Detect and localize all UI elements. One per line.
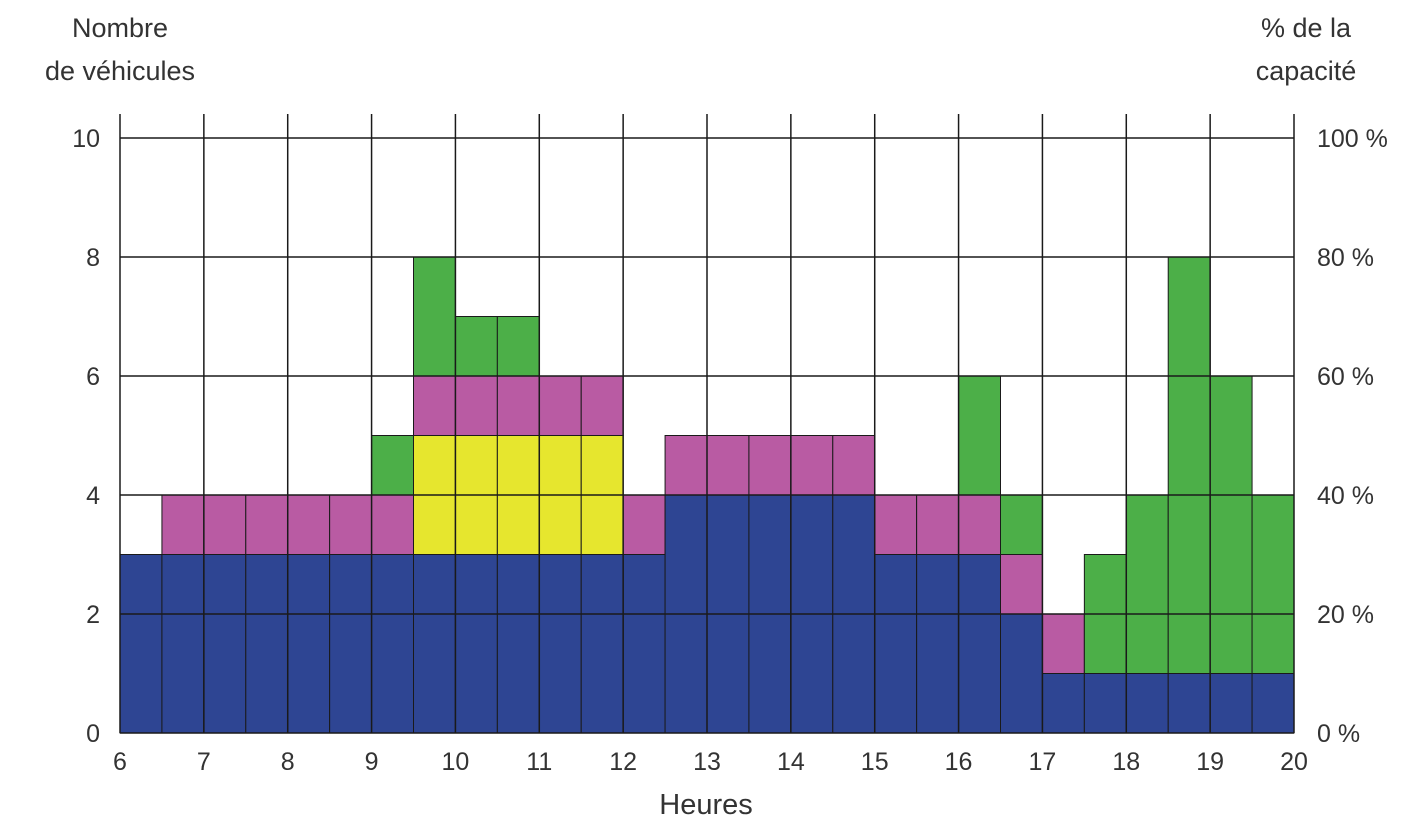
bar-segment-s3-b25 bbox=[1167, 256, 1211, 674]
bar-segment-s0-b11 bbox=[580, 554, 624, 734]
bar-segment-s2-b13 bbox=[664, 435, 708, 496]
x-tick-label-15: 15 bbox=[861, 748, 889, 776]
x-tick-label-6: 6 bbox=[113, 748, 127, 776]
x-tick-label-7: 7 bbox=[197, 748, 211, 776]
bar-segment-s2-b9 bbox=[496, 375, 540, 436]
bar-segment-s2-b17 bbox=[832, 435, 876, 496]
bar-segment-s2-b10 bbox=[538, 375, 582, 436]
bar-segment-s0-b4 bbox=[287, 554, 331, 734]
left-axis-title-line1: Nombre bbox=[72, 13, 168, 43]
bar-segment-s0-b18 bbox=[874, 554, 918, 734]
bar-segment-s2-b11 bbox=[580, 375, 624, 436]
bar-segment-s3-b6 bbox=[371, 435, 415, 496]
bar-segment-s3-b27 bbox=[1251, 494, 1295, 674]
x-tick-label-17: 17 bbox=[1029, 748, 1057, 776]
y-tick-label-4: 4 bbox=[86, 482, 100, 510]
bar-segment-s2-b20 bbox=[958, 494, 1001, 555]
y-tick-label-10: 10 bbox=[72, 125, 100, 153]
x-tick-label-19: 19 bbox=[1196, 748, 1224, 776]
x-tick-label-10: 10 bbox=[442, 748, 470, 776]
bar-segment-s0-b10 bbox=[538, 554, 582, 734]
bar-segment-s2-b4 bbox=[287, 494, 331, 555]
y-tick-label-0: 0 bbox=[86, 720, 100, 748]
y-tick-label-6: 6 bbox=[86, 363, 100, 391]
left-axis-title-line2: de véhicules bbox=[45, 56, 195, 86]
bar-segment-s2-b18 bbox=[874, 494, 918, 555]
bar-segment-s2-b16 bbox=[790, 435, 834, 496]
bar-segment-s2-b21 bbox=[1000, 554, 1043, 615]
x-tick-label-12: 12 bbox=[609, 748, 637, 776]
bar-segment-s0-b27 bbox=[1251, 673, 1295, 734]
bar-segment-s0-b2 bbox=[203, 554, 247, 734]
grid-layer bbox=[119, 114, 1295, 734]
right-tick-label-0: 0 % bbox=[1317, 720, 1360, 748]
bar-segment-s2-b22 bbox=[1041, 613, 1085, 674]
y-tick-label-8: 8 bbox=[86, 244, 100, 272]
bar-segment-s3-b24 bbox=[1125, 494, 1169, 674]
bar-segment-s2-b7 bbox=[413, 375, 456, 436]
bar-segment-s3-b7 bbox=[413, 256, 456, 377]
right-tick-label-4: 80 % bbox=[1317, 244, 1374, 272]
bar-segment-s2-b1 bbox=[161, 494, 205, 555]
bar-segment-s2-b8 bbox=[454, 375, 498, 436]
bar-segment-s2-b2 bbox=[203, 494, 247, 555]
bar-segment-s2-b19 bbox=[916, 494, 960, 555]
right-axis-title-line1: % de la bbox=[1261, 13, 1352, 43]
bar-segment-s0-b20 bbox=[958, 554, 1001, 734]
bar-segment-s0-b22 bbox=[1041, 673, 1085, 734]
bar-segment-s0-b12 bbox=[622, 554, 666, 734]
bar-segment-s3-b26 bbox=[1209, 375, 1253, 674]
bar-segment-s0-b23 bbox=[1083, 673, 1127, 734]
x-tick-label-16: 16 bbox=[945, 748, 973, 776]
bar-segment-s0-b25 bbox=[1167, 673, 1211, 734]
bar-segment-s2-b3 bbox=[245, 494, 289, 555]
bar-segment-s0-b24 bbox=[1125, 673, 1169, 734]
bar-segment-s0-b3 bbox=[245, 554, 289, 734]
bar-segment-s0-b5 bbox=[329, 554, 373, 734]
bar-segment-s2-b15 bbox=[748, 435, 792, 496]
x-axis-title: Heures bbox=[659, 789, 753, 821]
right-tick-label-3: 60 % bbox=[1317, 363, 1374, 391]
x-tick-label-20: 20 bbox=[1280, 748, 1308, 776]
bar-segment-s0-b1 bbox=[161, 554, 205, 734]
x-tick-label-8: 8 bbox=[281, 748, 295, 776]
right-tick-label-1: 20 % bbox=[1317, 601, 1374, 629]
bar-segment-s2-b12 bbox=[622, 494, 666, 555]
bar-segment-s0-b8 bbox=[454, 554, 498, 734]
x-tick-label-13: 13 bbox=[693, 748, 721, 776]
right-tick-label-5: 100 % bbox=[1317, 125, 1388, 153]
bar-segment-s3-b20 bbox=[958, 375, 1001, 496]
bar-segment-s0-b6 bbox=[371, 554, 415, 734]
bar-segment-s0-b19 bbox=[916, 554, 960, 734]
bar-segment-s0-b26 bbox=[1209, 673, 1253, 734]
x-tick-label-9: 9 bbox=[365, 748, 379, 776]
x-tick-label-14: 14 bbox=[777, 748, 805, 776]
bar-segment-s0-b0 bbox=[119, 554, 163, 734]
bar-segment-s3-b21 bbox=[1000, 494, 1043, 555]
bar-segment-s3-b8 bbox=[454, 316, 498, 377]
bar-segment-s3-b9 bbox=[496, 316, 540, 377]
bar-segment-s2-b5 bbox=[329, 494, 373, 555]
right-axis-title-line2: capacité bbox=[1256, 56, 1357, 86]
bar-segment-s2-b6 bbox=[371, 494, 415, 555]
labels-layer: Nombre de véhicules % de la capacité Heu… bbox=[45, 13, 1388, 821]
bar-segment-s0-b9 bbox=[496, 554, 540, 734]
bar-segment-s0-b21 bbox=[1000, 613, 1043, 734]
bar-segment-s0-b7 bbox=[413, 554, 456, 734]
x-tick-label-18: 18 bbox=[1112, 748, 1140, 776]
x-tick-label-11: 11 bbox=[526, 748, 552, 776]
y-tick-label-2: 2 bbox=[86, 601, 100, 629]
bar-segment-s2-b14 bbox=[706, 435, 750, 496]
right-tick-label-2: 40 % bbox=[1317, 482, 1374, 510]
